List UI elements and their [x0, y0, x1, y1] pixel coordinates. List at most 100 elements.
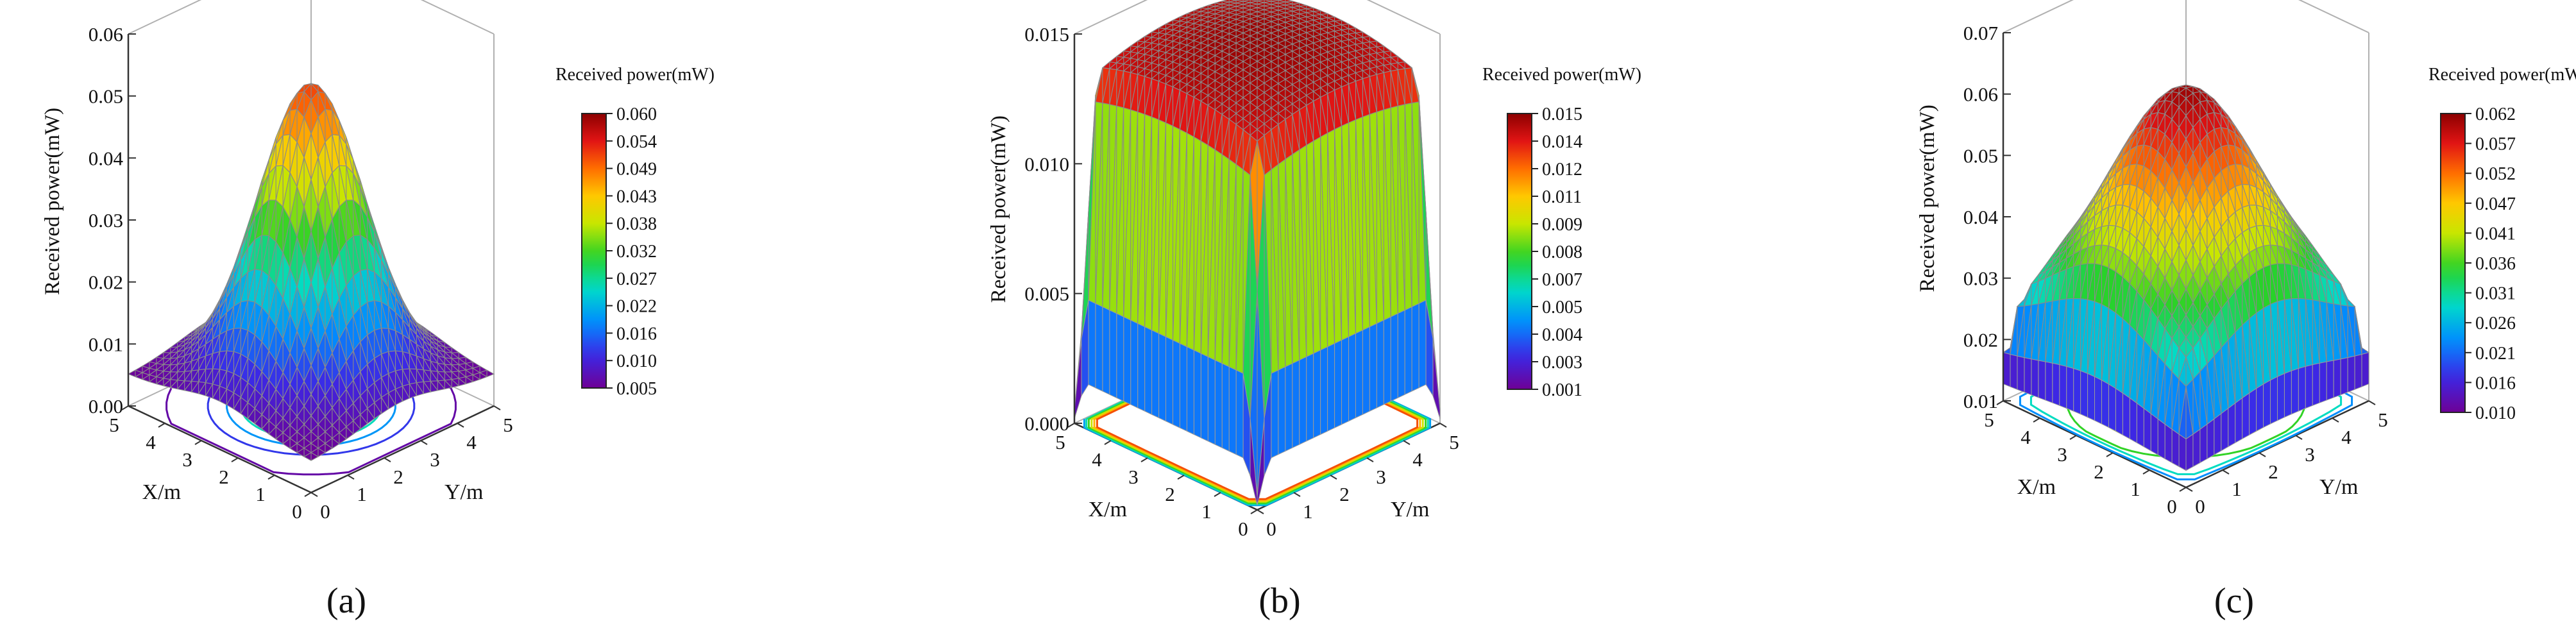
z-tick-label: 0.06	[89, 23, 123, 46]
x-tick-label: 1	[2130, 478, 2140, 500]
skirt-facet	[1186, 346, 1194, 435]
colorbar-tick-label: 0.001	[1542, 380, 1582, 400]
z-tick-label: 0.00	[89, 395, 123, 418]
x-tick	[158, 423, 165, 428]
z-tick-label: 0.000	[1024, 412, 1069, 435]
colorbar-tick-label: 0.052	[2475, 164, 2516, 184]
z-tick-label: 0.01	[89, 333, 123, 355]
y-tick-label: 0	[1266, 518, 1276, 540]
colorbar-tick-label: 0.026	[2475, 314, 2516, 333]
skirt-facet	[1383, 316, 1391, 405]
skirt-facet	[2171, 428, 2180, 468]
z-tick-label: 0.04	[1963, 206, 1999, 228]
y-axis-title: Y/m	[1391, 498, 1429, 521]
y-tick-label: 2	[1339, 483, 1350, 505]
x-tick	[121, 405, 129, 410]
skirt-facet	[1137, 323, 1146, 412]
y-tick	[347, 475, 355, 480]
x-axis-title: X/m	[142, 480, 181, 504]
colorbar-tick-label: 0.027	[616, 269, 657, 289]
colorbar-tick-label: 0.008	[1542, 242, 1582, 262]
y-tick-label: 2	[2268, 460, 2278, 483]
skirt-facet	[1214, 359, 1223, 449]
skirt-facet	[2347, 355, 2355, 393]
skirt-facet	[2157, 418, 2165, 460]
y-tick	[493, 405, 501, 410]
x-tick-label: 0	[292, 500, 302, 523]
x-tick-label: 3	[2057, 443, 2067, 466]
colorbar-tick-label: 0.057	[2475, 135, 2516, 155]
skirt-facet	[2045, 361, 2053, 403]
x-tick-label: 4	[1092, 448, 1102, 471]
y-tick	[310, 492, 318, 497]
skirt-facet	[1306, 353, 1314, 442]
y-tick	[2185, 487, 2193, 492]
x-tick-label: 4	[2021, 426, 2031, 448]
x-axis-title: X/m	[2017, 475, 2056, 499]
skirt-facet	[1193, 350, 1201, 439]
skirt-facet	[2361, 351, 2369, 387]
skirt-facet	[2129, 397, 2137, 444]
skirt-facet	[2101, 379, 2109, 428]
x-tick-label: 5	[1055, 431, 1065, 453]
x-tick	[2142, 469, 2150, 475]
colorbar-tick-label: 0.036	[2475, 254, 2516, 274]
skirt-facet	[1341, 336, 1349, 425]
colorbar-tick-label: 0.060	[616, 105, 657, 124]
surface-mesh	[127, 83, 495, 461]
skirt-facet	[1130, 319, 1139, 409]
chart-panel-a: 0.00 0.01 0.02 0.03 0.04 0.05 0.06 Received pow…	[41, 0, 715, 621]
skirt-facet	[2136, 402, 2144, 448]
y-axis: 0 1 2 3 4 5 Y/m	[1257, 423, 1459, 540]
skirt-facet	[2073, 367, 2081, 415]
z-tick-label: 0.05	[89, 85, 123, 108]
y-tick	[420, 440, 428, 445]
x-tick-label: 2	[2094, 460, 2104, 483]
skirt-facet	[1271, 369, 1279, 459]
skirt-facet	[2333, 359, 2341, 398]
colorbar-tick-label: 0.011	[1542, 187, 1582, 207]
skirt-facet	[1376, 319, 1384, 409]
skirt-facet	[1418, 300, 1427, 389]
skirt-facet	[1200, 353, 1208, 442]
z-axis: 0.000 0.005 0.010 0.015 Received power(mW)	[987, 23, 1082, 435]
surface-mesh	[1074, 0, 1441, 497]
y-tick	[1293, 492, 1301, 497]
colorbar-tick-label: 0.021	[2475, 344, 2516, 364]
x-tick-label: 4	[146, 431, 156, 453]
y-tick-label: 5	[503, 414, 513, 436]
chart-panel-b: 0.000 0.005 0.010 0.015 Received power(mW) 0 1…	[987, 0, 1641, 621]
surface-facet	[303, 452, 319, 461]
z-tick-label: 0.010	[1024, 153, 1069, 175]
skirt-facet	[2207, 418, 2215, 460]
colorbar-tick-label: 0.038	[616, 214, 657, 234]
colorbar-tick-label: 0.041	[2475, 224, 2516, 244]
skirt-facet	[1397, 309, 1405, 399]
skirt-facet	[1348, 333, 1356, 422]
skirt-facet	[2185, 434, 2194, 471]
z-axis-title: Received power(mW)	[987, 115, 1010, 303]
skirt-facet	[1102, 306, 1110, 395]
colorbar-gradient	[581, 113, 607, 389]
y-tick-label: 4	[2341, 426, 2351, 448]
colorbar-tick-label: 0.014	[1542, 132, 1582, 152]
x-tick	[1214, 492, 1221, 497]
colorbar-tick-label: 0.010	[616, 351, 657, 371]
skirt-facet	[1355, 329, 1363, 419]
skirt-facet	[1109, 309, 1117, 399]
skirt-facet	[2080, 370, 2089, 418]
x-tick-label: 0	[1238, 518, 1248, 540]
skirt-facet	[2143, 407, 2151, 452]
colorbar-tick-label: 0.032	[616, 242, 657, 262]
y-tick-label: 2	[393, 466, 403, 488]
skirt-facet	[2256, 384, 2264, 432]
colorbar-title: Received power(mW)	[2428, 65, 2576, 85]
skirt-facet	[1151, 329, 1160, 419]
skirt-facet	[2108, 384, 2116, 432]
colorbar-tick-label: 0.016	[616, 324, 657, 344]
surface-skirt	[1074, 300, 1441, 506]
y-tick	[1257, 509, 1264, 514]
skirt-facet	[2284, 370, 2292, 418]
skirt-facet	[1299, 356, 1307, 445]
colorbar-tick-label: 0.043	[616, 187, 657, 207]
